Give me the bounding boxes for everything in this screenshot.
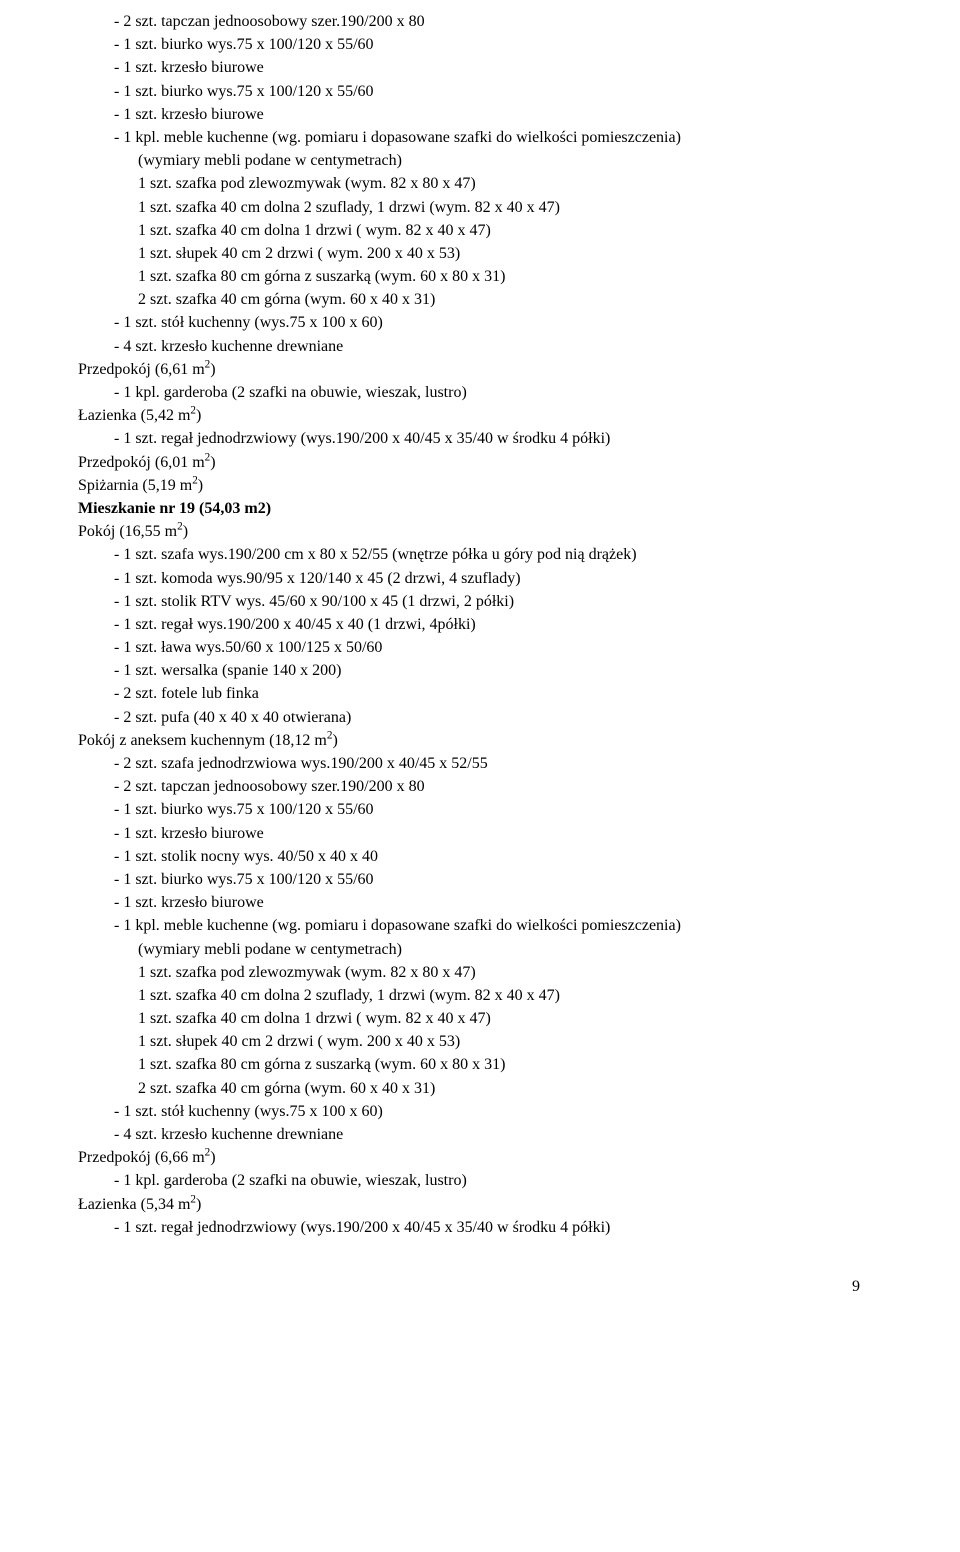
text-line: - 1 szt. biurko wys.75 x 100/120 x 55/60 <box>78 33 860 56</box>
text-line: 1 szt. szafka 40 cm dolna 1 drzwi ( wym.… <box>78 1007 860 1030</box>
text-line: Mieszkanie nr 19 (54,03 m2) <box>78 497 860 520</box>
text-line: (wymiary mebli podane w centymetrach) <box>78 149 860 172</box>
text-line: - 1 szt. komoda wys.90/95 x 120/140 x 45… <box>78 567 860 590</box>
text-line: 1 szt. szafka 40 cm dolna 2 szuflady, 1 … <box>78 984 860 1007</box>
text-line: - 2 szt. tapczan jednoosobowy szer.190/2… <box>78 10 860 33</box>
text-line: Przedpokój (6,61 m2) <box>78 358 860 381</box>
text-line: - 1 szt. ława wys.50/60 x 100/125 x 50/6… <box>78 636 860 659</box>
text-line: - 1 szt. wersalka (spanie 140 x 200) <box>78 659 860 682</box>
text-line: - 1 szt. krzesło biurowe <box>78 822 860 845</box>
text-line: 1 szt. szafka 80 cm górna z suszarką (wy… <box>78 1053 860 1076</box>
text-line: - 4 szt. krzesło kuchenne drewniane <box>78 335 860 358</box>
document-page: - 2 szt. tapczan jednoosobowy szer.190/2… <box>0 0 960 1318</box>
text-line: 1 szt. słupek 40 cm 2 drzwi ( wym. 200 x… <box>78 242 860 265</box>
text-line: - 1 szt. krzesło biurowe <box>78 56 860 79</box>
text-line: - 2 szt. szafa jednodrzwiowa wys.190/200… <box>78 752 860 775</box>
text-line: 2 szt. szafka 40 cm górna (wym. 60 x 40 … <box>78 288 860 311</box>
text-line: - 1 szt. stolik nocny wys. 40/50 x 40 x … <box>78 845 860 868</box>
text-line: - 1 szt. szafa wys.190/200 cm x 80 x 52/… <box>78 543 860 566</box>
text-line: - 4 szt. krzesło kuchenne drewniane <box>78 1123 860 1146</box>
text-line: - 1 szt. stół kuchenny (wys.75 x 100 x 6… <box>78 1100 860 1123</box>
text-line: - 1 kpl. garderoba (2 szafki na obuwie, … <box>78 1169 860 1192</box>
text-line: 1 szt. szafka 40 cm dolna 2 szuflady, 1 … <box>78 196 860 219</box>
text-line: Spiżarnia (5,19 m2) <box>78 474 860 497</box>
page-number: 9 <box>78 1275 860 1298</box>
text-line: - 1 szt. biurko wys.75 x 100/120 x 55/60 <box>78 868 860 891</box>
text-line: 1 szt. szafka pod zlewozmywak (wym. 82 x… <box>78 961 860 984</box>
text-line: - 1 szt. regał jednodrzwiowy (wys.190/20… <box>78 1216 860 1239</box>
text-line: Łazienka (5,34 m2) <box>78 1193 860 1216</box>
text-line: - 2 szt. fotele lub finka <box>78 682 860 705</box>
text-line: - 1 szt. krzesło biurowe <box>78 891 860 914</box>
text-line: 1 szt. słupek 40 cm 2 drzwi ( wym. 200 x… <box>78 1030 860 1053</box>
text-line: - 2 szt. tapczan jednoosobowy szer.190/2… <box>78 775 860 798</box>
text-line: Łazienka (5,42 m2) <box>78 404 860 427</box>
document-body: - 2 szt. tapczan jednoosobowy szer.190/2… <box>78 10 860 1239</box>
text-line: - 1 szt. stół kuchenny (wys.75 x 100 x 6… <box>78 311 860 334</box>
text-line: Pokój (16,55 m2) <box>78 520 860 543</box>
text-line: - 1 kpl. meble kuchenne (wg. pomiaru i d… <box>78 126 860 149</box>
text-line: - 1 szt. regał wys.190/200 x 40/45 x 40 … <box>78 613 860 636</box>
text-line: 1 szt. szafka 40 cm dolna 1 drzwi ( wym.… <box>78 219 860 242</box>
text-line: Pokój z aneksem kuchennym (18,12 m2) <box>78 729 860 752</box>
text-line: - 1 szt. stolik RTV wys. 45/60 x 90/100 … <box>78 590 860 613</box>
text-line: 2 szt. szafka 40 cm górna (wym. 60 x 40 … <box>78 1077 860 1100</box>
text-line: (wymiary mebli podane w centymetrach) <box>78 938 860 961</box>
text-line: - 1 szt. biurko wys.75 x 100/120 x 55/60 <box>78 80 860 103</box>
text-line: - 1 szt. krzesło biurowe <box>78 103 860 126</box>
text-line: - 2 szt. pufa (40 x 40 x 40 otwierana) <box>78 706 860 729</box>
text-line: - 1 szt. biurko wys.75 x 100/120 x 55/60 <box>78 798 860 821</box>
text-line: 1 szt. szafka pod zlewozmywak (wym. 82 x… <box>78 172 860 195</box>
text-line: - 1 szt. regał jednodrzwiowy (wys.190/20… <box>78 427 860 450</box>
text-line: Przedpokój (6,01 m2) <box>78 451 860 474</box>
text-line: 1 szt. szafka 80 cm górna z suszarką (wy… <box>78 265 860 288</box>
text-line: - 1 kpl. garderoba (2 szafki na obuwie, … <box>78 381 860 404</box>
text-line: - 1 kpl. meble kuchenne (wg. pomiaru i d… <box>78 914 860 937</box>
text-line: Przedpokój (6,66 m2) <box>78 1146 860 1169</box>
